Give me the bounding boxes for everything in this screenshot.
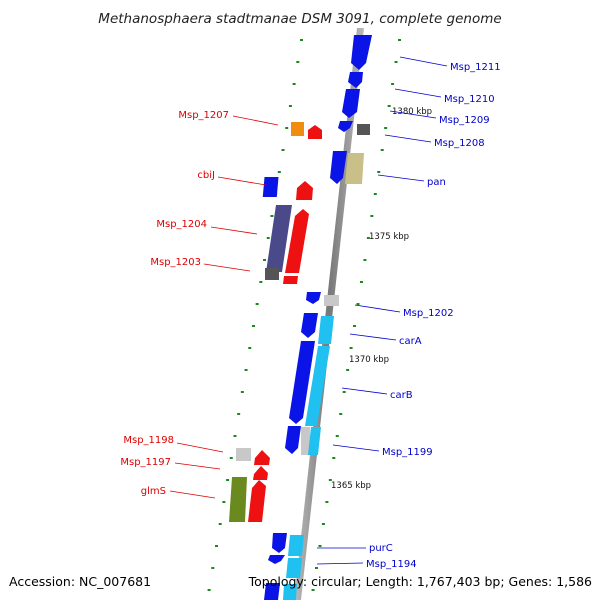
cds-msp-1199-cyan [308,427,321,455]
cds-msp-1198-grey [236,448,251,461]
gene-label-purc: purC [369,543,393,554]
leader-cara [349,333,397,341]
cds-cbij-red [296,181,313,200]
cds-msp-1194-cyan [286,558,302,578]
leader-carb [341,387,388,395]
cds-pan-khaki [345,153,364,184]
cds-cara-blue [301,313,318,338]
cds-cara-cyan [318,316,334,344]
cds-msp-1198-red [254,450,270,465]
leader-msp-1204 [210,226,258,235]
gene-label-msp-1199: Msp_1199 [382,447,433,458]
gene-label-msp-1210: Msp_1210 [444,94,495,105]
leader-msp-1202 [354,304,401,313]
cds-msp-1203-red-tail [283,276,298,284]
cds-pan-blue [330,151,347,184]
reverse-gene-label-texts: Msp_1211 Msp_1210 Msp_1209 Msp_1208 pan … [366,62,501,570]
gene-label-msp-1209: Msp_1209 [439,115,490,126]
cds-msp-1211-blue [351,35,372,70]
leader-msp-1197 [174,462,221,470]
gene-label-msp-1197: Msp_1197 [120,457,171,468]
cds-msp-1203-red [285,209,309,273]
leader-msp-1199 [332,444,380,452]
cds-msp-1207-red [308,125,322,139]
gene-label-glms: glmS [141,486,166,497]
rna-msp-1204-grey [265,268,279,280]
leader-cbij [217,176,267,186]
cds-bottom-blue [264,583,280,600]
scale-label-1380: 1380 kbp [392,107,432,117]
tick-marks [207,39,401,591]
cds-msp-1194-blue [268,555,285,564]
cds-msp-1199-grey [301,427,310,455]
accession-text: Accession: NC_007681 [9,574,151,589]
gene-label-msp-1211: Msp_1211 [450,62,501,73]
cds-cbij-blue [262,177,279,197]
cds-msp-1209-blue [342,89,360,118]
cds-msp-1202-grey [324,295,339,306]
cds-msp-1199-blue [285,426,301,454]
leader-msp-1209 [389,110,437,119]
rna-msp-1208-grey [357,124,370,135]
scale-label-1370: 1370 kbp [349,355,389,365]
topology-text: Topology: circular; Length: 1,767,403 bp… [248,574,592,589]
cds-msp-1202-blue [306,292,321,304]
gene-label-msp-1202: Msp_1202 [403,308,454,319]
forward-gene-labels [169,115,279,499]
scale-labels: 1380 kbp 1375 kbp 1370 kbp 1365 kbp [331,107,432,491]
leader-pan [377,174,425,182]
gene-label-msp-1207: Msp_1207 [178,110,229,121]
reverse-gene-labels [316,56,448,565]
gene-label-cbij: cbiJ [197,170,215,181]
leader-msp-1194 [316,562,364,565]
cds-msp-1210-blue [348,72,363,88]
gene-label-msp-1204: Msp_1204 [156,219,207,230]
leader-msp-1208 [384,134,432,143]
gene-label-carb: carB [390,390,413,401]
reverse-strand-features [264,35,372,600]
cds-glms-olive [229,477,247,522]
cds-glms-red [248,480,266,522]
cds-carb-blue [289,341,315,424]
forward-strand-features [229,122,322,522]
gene-label-cara: carA [399,336,422,347]
scale-label-1365: 1365 kbp [331,481,371,491]
gene-label-msp-1194: Msp_1194 [366,559,417,570]
gene-label-pan: pan [427,177,446,188]
leader-glms [169,490,216,499]
cds-carb-cyan [305,346,330,426]
leader-msp-1198 [176,442,224,453]
cds-bottom-cyan [283,584,297,600]
gene-label-msp-1203: Msp_1203 [150,257,201,268]
cds-msp-1207-orange [291,122,304,136]
cds-purc-blue [272,533,287,553]
gene-label-msp-1198: Msp_1198 [123,435,174,446]
gene-label-msp-1208: Msp_1208 [434,138,485,149]
leader-msp-1207 [232,115,279,126]
cds-msp-1204-purple [266,205,292,272]
forward-gene-label-texts: Msp_1207 cbiJ Msp_1204 Msp_1203 Msp_1198… [120,110,229,497]
diagram-title: Methanosphaera stadtmanae DSM 3091, comp… [98,11,501,27]
cds-msp-1197-red [253,466,268,480]
scale-label-1375: 1375 kbp [369,232,409,242]
cds-purc-cyan [288,535,304,556]
leader-msp-1211 [399,56,448,67]
leader-msp-1210 [394,88,442,98]
leader-msp-1203 [203,263,251,272]
cds-msp-1208-blue [338,121,353,132]
